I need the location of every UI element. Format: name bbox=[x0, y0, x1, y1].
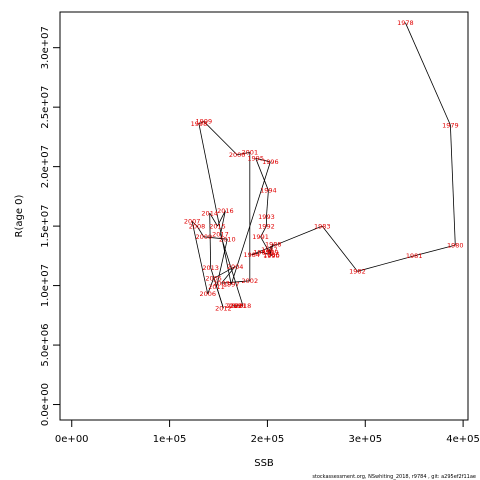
point-label-1999: 1999 bbox=[196, 118, 213, 126]
point-label-1978: 1978 bbox=[397, 19, 414, 27]
point-label-1986: 1986 bbox=[263, 251, 280, 259]
point-label-1991: 1991 bbox=[252, 233, 269, 241]
point-label-2012: 2012 bbox=[215, 304, 232, 312]
point-label-2003: 2003 bbox=[213, 280, 230, 288]
y-tick-label: 2.5e+07 bbox=[40, 86, 51, 129]
x-tick-label: 0e+00 bbox=[55, 434, 89, 445]
series-line-group bbox=[191, 22, 456, 309]
point-label-2004: 2004 bbox=[227, 263, 244, 271]
series-segment-2006-2007 bbox=[191, 221, 209, 294]
point-label-1998: 1998 bbox=[191, 120, 208, 128]
series-segment-1984-1985 bbox=[251, 251, 262, 256]
point-label-2001: 2001 bbox=[242, 149, 259, 157]
x-tick-label: 1e+05 bbox=[153, 434, 187, 445]
point-label-2020: 2020 bbox=[227, 302, 244, 310]
point-label-1980: 1980 bbox=[447, 241, 464, 249]
x-tick-label: 3e+05 bbox=[348, 434, 382, 445]
series-segment-1979-1980 bbox=[449, 124, 456, 246]
series-segment-2012-2013 bbox=[210, 267, 224, 309]
y-tick-label: 0.0e+00 bbox=[40, 383, 51, 426]
y-tick-label: 1.5e+07 bbox=[40, 205, 51, 248]
point-label-2000: 2000 bbox=[229, 151, 246, 159]
x-axis-title: SSB bbox=[254, 458, 274, 469]
series-segment-2017-2018 bbox=[220, 234, 244, 306]
point-label-2002: 2002 bbox=[242, 277, 259, 285]
series-segment-2015-2016 bbox=[217, 210, 226, 227]
footer-text: stockassessment.org, NSwhiting_2018, r97… bbox=[312, 474, 476, 480]
point-labels-group: 1978 1979 1980 1981 1982 1983 1984198519861987… bbox=[184, 19, 464, 312]
point-label-1984: 1984 bbox=[243, 251, 260, 259]
point-label-1979: 1979 bbox=[442, 121, 459, 129]
point-label-1990: 1990 bbox=[263, 252, 280, 260]
series-segment-1985-1986 bbox=[261, 251, 272, 256]
series-segment-1982-1983 bbox=[321, 225, 358, 272]
series-segment-2008-2009 bbox=[196, 225, 205, 238]
series-segment-1996-1997 bbox=[230, 161, 271, 285]
point-label-1992: 1992 bbox=[258, 222, 275, 230]
series-segment-1997-1998 bbox=[198, 123, 232, 285]
series-segment-1988-1989 bbox=[269, 243, 274, 253]
point-label-2018: 2018 bbox=[235, 302, 252, 310]
point-label-2006: 2006 bbox=[199, 290, 216, 298]
series-segment-1978-1979 bbox=[405, 22, 451, 126]
point-label-1994: 1994 bbox=[260, 187, 277, 195]
point-label-2008: 2008 bbox=[189, 222, 206, 230]
series-segment-1994-1995 bbox=[255, 158, 269, 191]
point-label-1982: 1982 bbox=[349, 268, 366, 276]
x-tick-label: 2e+05 bbox=[251, 434, 285, 445]
point-label-2014: 2014 bbox=[201, 209, 218, 217]
series-segment-1993-1994 bbox=[266, 190, 269, 217]
y-tick-label: 2.0e+07 bbox=[40, 145, 51, 188]
series-segment-2005-2006 bbox=[207, 278, 214, 295]
point-label-1989: 1989 bbox=[262, 249, 279, 257]
series-segment-2007-2008 bbox=[191, 221, 198, 227]
series-segment-1998-1999 bbox=[198, 121, 205, 125]
point-label-1987: 1987 bbox=[261, 246, 278, 254]
point-label-2021: 2021 bbox=[230, 302, 247, 310]
point-label-2016: 2016 bbox=[217, 207, 234, 215]
series-segment-2013-2014 bbox=[209, 213, 212, 268]
point-label-1985: 1985 bbox=[253, 249, 270, 257]
x-axis-ticks: 0e+00 1e+05 2e+05 3e+05 4e+05 bbox=[55, 420, 480, 445]
series-segment-1990-1991 bbox=[260, 236, 272, 257]
point-label-1997: 1997 bbox=[223, 281, 240, 289]
point-label-1983: 1983 bbox=[314, 222, 331, 230]
series-segment-2003-2004 bbox=[221, 266, 236, 284]
point-label-2013: 2013 bbox=[202, 264, 219, 272]
series-segment-1995-1996 bbox=[255, 157, 271, 163]
point-label-2019: 2019 bbox=[225, 302, 242, 310]
y-axis-ticks: 0.0e+00 5.0e+06 1.0e+07 1.5e+07 2.0e+07 2.5e+… bbox=[40, 26, 60, 426]
series-segment-1980-1981 bbox=[414, 244, 456, 257]
series-segment-1991-1992 bbox=[260, 225, 267, 238]
point-label-2010: 2010 bbox=[219, 235, 236, 243]
series-segment-2000-2001 bbox=[237, 151, 250, 156]
series-segment-2009-2010 bbox=[203, 236, 228, 240]
series-segment-2014-2015 bbox=[209, 212, 218, 227]
point-label-2011: 2011 bbox=[208, 283, 225, 291]
point-label-2005: 2005 bbox=[205, 275, 222, 283]
y-tick-label: 3.0e+07 bbox=[40, 26, 51, 69]
point-label-2007: 2007 bbox=[184, 218, 201, 226]
point-label-2015: 2015 bbox=[209, 222, 226, 230]
series-segment-1981-1982 bbox=[357, 255, 415, 272]
x-tick-label: 4e+05 bbox=[446, 434, 480, 445]
series-segment-2010-2011 bbox=[216, 239, 228, 287]
point-label-1996: 1996 bbox=[262, 158, 279, 166]
point-label-1993: 1993 bbox=[258, 213, 275, 221]
y-tick-label: 1.0e+07 bbox=[40, 264, 51, 307]
point-label-1981: 1981 bbox=[406, 252, 423, 260]
series-segment-1983-1984 bbox=[251, 225, 323, 256]
y-tick-label: 5.0e+06 bbox=[40, 323, 51, 366]
series-segment-1999-2000 bbox=[203, 121, 238, 156]
point-label-1988: 1988 bbox=[265, 240, 282, 248]
y-axis-title: R(age 0) bbox=[14, 194, 25, 237]
point-label-1995: 1995 bbox=[247, 155, 264, 163]
point-label-2017: 2017 bbox=[212, 231, 229, 239]
point-label-2009: 2009 bbox=[196, 233, 213, 241]
series-segment-2016-2017 bbox=[220, 210, 226, 235]
